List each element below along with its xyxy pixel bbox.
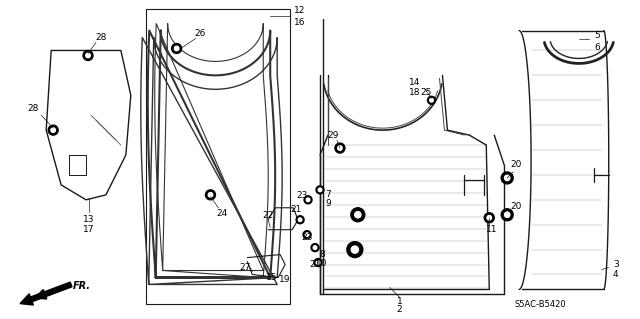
Circle shape xyxy=(311,244,319,252)
Circle shape xyxy=(305,233,309,236)
Text: 10: 10 xyxy=(316,259,328,268)
Circle shape xyxy=(298,218,302,221)
Text: 12: 12 xyxy=(294,6,306,15)
Text: 11: 11 xyxy=(486,225,497,234)
Circle shape xyxy=(316,261,320,264)
Text: 20: 20 xyxy=(511,202,522,211)
Text: 18: 18 xyxy=(409,88,420,97)
Text: 20: 20 xyxy=(511,160,522,169)
Text: 24: 24 xyxy=(217,209,228,218)
Text: 13: 13 xyxy=(83,215,95,224)
Circle shape xyxy=(296,216,304,224)
Text: 19: 19 xyxy=(280,275,291,284)
Text: 6: 6 xyxy=(594,43,600,52)
Text: 7: 7 xyxy=(325,190,331,199)
Text: 5: 5 xyxy=(594,31,600,40)
Circle shape xyxy=(174,46,179,51)
Text: 21: 21 xyxy=(309,260,321,269)
Circle shape xyxy=(313,246,317,249)
Circle shape xyxy=(172,43,182,54)
Text: 2: 2 xyxy=(397,305,403,314)
Text: 29: 29 xyxy=(327,130,339,140)
Circle shape xyxy=(83,50,93,60)
Text: 23: 23 xyxy=(296,191,308,200)
Circle shape xyxy=(304,196,312,204)
FancyArrow shape xyxy=(20,282,72,305)
Circle shape xyxy=(501,209,513,221)
Circle shape xyxy=(338,146,342,150)
Text: 1: 1 xyxy=(397,297,403,306)
Circle shape xyxy=(351,208,365,222)
Text: 4: 4 xyxy=(613,270,618,279)
Circle shape xyxy=(48,125,58,135)
Circle shape xyxy=(303,231,311,239)
Bar xyxy=(146,9,290,304)
Text: 16: 16 xyxy=(294,18,306,27)
Circle shape xyxy=(347,241,363,257)
Circle shape xyxy=(208,193,212,197)
Circle shape xyxy=(501,172,513,184)
Text: 14: 14 xyxy=(409,78,420,87)
Circle shape xyxy=(428,96,435,104)
Circle shape xyxy=(314,259,322,267)
Text: 15: 15 xyxy=(266,273,277,282)
Text: 9: 9 xyxy=(325,199,331,208)
Circle shape xyxy=(86,53,90,58)
Text: 28: 28 xyxy=(95,33,107,42)
Circle shape xyxy=(335,143,345,153)
Circle shape xyxy=(504,175,510,181)
Circle shape xyxy=(504,212,510,218)
Circle shape xyxy=(318,188,322,192)
Circle shape xyxy=(307,198,310,202)
Text: 17: 17 xyxy=(83,225,95,234)
Text: 25: 25 xyxy=(421,88,432,97)
Text: 3: 3 xyxy=(613,260,619,269)
Circle shape xyxy=(205,190,216,200)
Text: 26: 26 xyxy=(195,29,206,38)
Text: 28: 28 xyxy=(28,104,39,113)
Text: 27: 27 xyxy=(239,263,251,272)
Circle shape xyxy=(316,186,324,194)
Circle shape xyxy=(484,213,494,223)
Circle shape xyxy=(351,246,358,253)
Circle shape xyxy=(51,128,56,132)
Text: 22: 22 xyxy=(262,211,274,220)
Circle shape xyxy=(355,211,361,218)
Circle shape xyxy=(487,216,492,220)
Circle shape xyxy=(429,99,433,102)
Text: S5AC-B5420: S5AC-B5420 xyxy=(514,300,566,309)
Text: FR.: FR. xyxy=(73,281,91,292)
Text: 8: 8 xyxy=(319,250,325,259)
Text: 21: 21 xyxy=(291,205,302,214)
Text: 23: 23 xyxy=(301,233,313,242)
